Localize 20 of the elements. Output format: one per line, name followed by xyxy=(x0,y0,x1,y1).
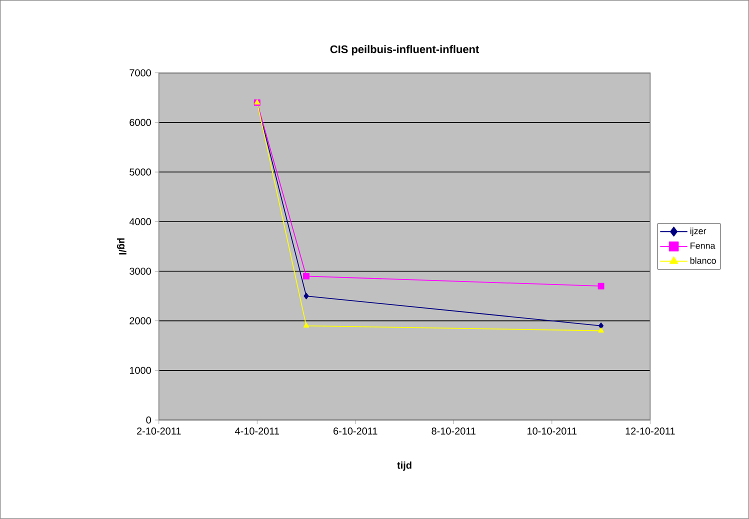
legend-label: ijzer xyxy=(690,228,706,236)
x-tick-label: 10-10-2011 xyxy=(528,428,577,435)
y-tick-label: 7000 xyxy=(130,69,151,76)
y-axis-title: µg/l xyxy=(117,238,126,254)
y-tick-label: 6000 xyxy=(130,118,151,126)
x-tick-label: 8-10-2011 xyxy=(432,428,476,435)
y-tick-label: 3000 xyxy=(130,268,151,275)
y-tick-label: 2000 xyxy=(130,317,151,324)
y-tick-label: 4000 xyxy=(129,218,151,226)
x-tick-label: 2-10-2011 xyxy=(137,428,181,435)
legend-label: blanco xyxy=(690,257,716,264)
y-tick-label: 5000 xyxy=(130,168,151,176)
legend-label: Fenna xyxy=(690,242,716,249)
x-axis-title: tijd xyxy=(397,462,412,471)
x-tick-label: 12-10-2011 xyxy=(626,428,675,435)
y-tick-label: 0 xyxy=(146,416,151,424)
x-tick-label: 4-10-2011 xyxy=(235,428,280,435)
chart-title: CIS peilbuis-influent-influent xyxy=(330,45,480,56)
x-tick-label: 6-10-2011 xyxy=(334,428,378,435)
y-tick-label: 1000 xyxy=(130,366,151,374)
